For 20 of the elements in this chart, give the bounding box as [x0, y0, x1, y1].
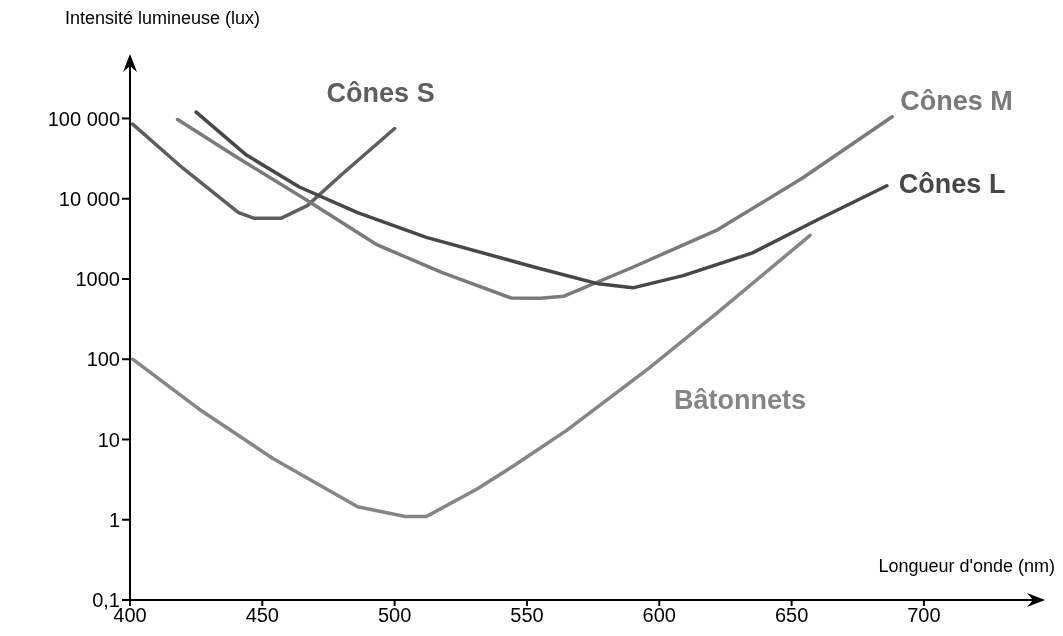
x-tick-label: 500 — [377, 604, 412, 627]
y-tick-label: 100 000 — [47, 107, 120, 130]
series-label: Cônes S — [326, 77, 435, 108]
x-tick-label: 700 — [907, 604, 941, 627]
y-tick-label: 100 — [86, 348, 120, 371]
x-tick-label: 450 — [245, 604, 280, 627]
line-series — [130, 233, 812, 519]
x-axis-title: Longueur d'onde (nm) — [878, 556, 1055, 577]
y-tick-label: 10 — [97, 428, 120, 451]
x-tick-label: 650 — [774, 604, 809, 627]
series-label: Cônes M — [900, 85, 1013, 116]
y-axis-title: Intensité lumineuse (lux) — [65, 8, 261, 29]
y-tick-label: 1000 — [75, 268, 120, 291]
x-tick-label: 550 — [510, 604, 544, 627]
line-series — [130, 122, 397, 221]
series-label: Bâtonnets — [674, 385, 807, 416]
series-label: Cônes L — [898, 168, 1006, 199]
x-tick-label: 600 — [642, 604, 676, 627]
y-tick-label: 1 — [108, 508, 120, 531]
y-tick-label: 10 000 — [58, 187, 120, 210]
